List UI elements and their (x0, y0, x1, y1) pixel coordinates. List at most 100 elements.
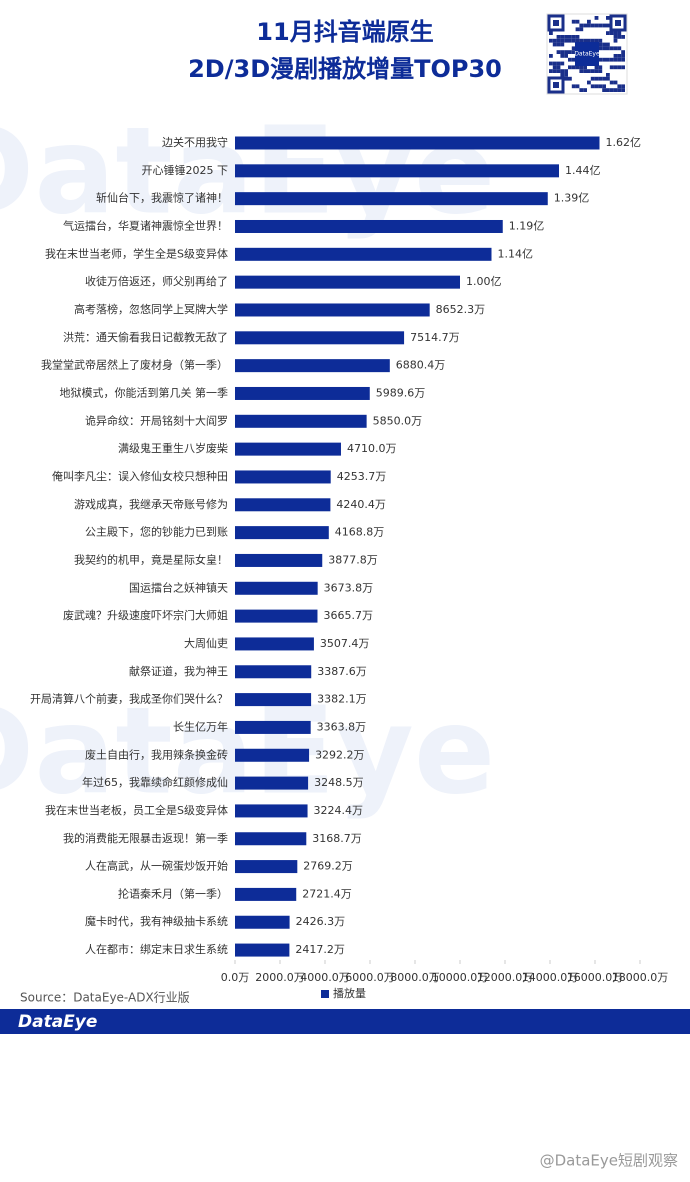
qr-cell (621, 65, 625, 70)
qr-cell (564, 50, 568, 54)
data-label: 5989.6万 (376, 386, 426, 399)
qr-cell (613, 54, 618, 58)
x-tick-label: 12000.0万 (477, 971, 534, 984)
qr-cell (602, 76, 606, 81)
qr-cell (590, 69, 595, 73)
qr-cell (613, 35, 618, 39)
qr-cell (598, 23, 603, 28)
qr-finder (553, 82, 559, 88)
data-label: 6880.4万 (396, 359, 446, 372)
qr-cell (613, 46, 618, 51)
y-tick-label: 诡异命纹：开局铭刻十大阎罗 (85, 413, 228, 427)
qr-cell (556, 38, 561, 43)
qr-cell (560, 73, 565, 77)
qr-label: DataEye (574, 51, 600, 58)
qr-cell (598, 46, 603, 51)
data-label: 1.00亿 (466, 275, 502, 288)
qr-cell (556, 61, 561, 66)
qr-cell (560, 54, 565, 58)
y-tick-label: 我在末世当老师，学生全是S级变异体 (45, 246, 228, 260)
brand-band (0, 1009, 690, 1034)
data-label: 7514.7万 (410, 331, 460, 344)
qr-cell (617, 84, 622, 89)
y-tick-label: 斩仙台下，我震惊了诸神！ (96, 191, 228, 205)
x-tick-label: 18000.0万 (612, 971, 669, 984)
x-tick-label: 16000.0万 (567, 971, 624, 984)
qr-cell (564, 35, 568, 39)
y-tick-label: 开局清算八个前妻，我成圣你们哭什么？ (30, 692, 228, 706)
bar (235, 776, 309, 790)
qr-cell (606, 42, 610, 47)
qr-cell (621, 57, 625, 62)
bar (235, 887, 297, 901)
qr-cell (617, 57, 622, 62)
qr-cell (590, 76, 595, 81)
qr-cell (564, 54, 568, 58)
y-tick-label: 洪荒：通天偷看我日记截教无敌了 (63, 330, 228, 344)
qr-cell (594, 23, 599, 28)
qr-cell (590, 84, 595, 89)
qr-cell (606, 57, 610, 62)
bar (235, 442, 341, 456)
bar (235, 470, 331, 484)
qr-cell (617, 35, 622, 39)
data-label: 8652.3万 (436, 303, 486, 316)
data-label: 1.39亿 (554, 192, 590, 205)
x-tick-label: 2000.0万 (255, 971, 305, 984)
qr-cell (583, 38, 587, 43)
qr-cell (556, 42, 561, 47)
qr-cell (556, 50, 561, 54)
data-label: 3673.8万 (324, 581, 374, 594)
qr-cell (583, 23, 587, 28)
bar (235, 832, 307, 846)
qr-cell (602, 84, 606, 89)
chart-title: 2D/3D漫剧播放增量TOP30 (188, 55, 502, 83)
qr-cell (575, 35, 580, 39)
qr-cell (587, 23, 591, 28)
brand: DataEye (18, 1012, 97, 1032)
y-tick-label: 废武魂？升级速度吓坏宗门大师姐 (63, 608, 228, 622)
qr-cell (568, 57, 572, 62)
qr-cell (560, 35, 565, 39)
qr-cell (613, 31, 618, 35)
qr-cell (598, 42, 603, 47)
qr-cell (598, 69, 603, 73)
qr-cell (609, 57, 614, 62)
qr-cell (571, 84, 576, 89)
qr-cell (594, 38, 599, 43)
qr-cell (587, 38, 591, 43)
qr-cell (602, 23, 606, 28)
qr-cell (598, 57, 603, 62)
qr-cell (549, 61, 553, 66)
y-tick-label: 抡语秦禾月（第一季） (118, 886, 228, 900)
qr-cell (571, 57, 576, 62)
qr-cell (602, 46, 606, 51)
bar (235, 915, 290, 929)
y-tick-label: 气运擂台，华夏诸神震惊全世界！ (63, 218, 228, 232)
qr-cell (564, 76, 568, 81)
qr-cell (571, 38, 576, 43)
bar (235, 665, 312, 679)
qr-cell (587, 19, 591, 24)
qr-cell (606, 46, 610, 51)
qr-cell (560, 38, 565, 43)
qr-cell (613, 88, 618, 92)
qr-cell (583, 65, 587, 70)
qr-cell (549, 31, 553, 35)
qr-cell (549, 69, 553, 73)
bar (235, 331, 405, 345)
bar (235, 247, 492, 261)
bar (235, 943, 290, 957)
y-tick-label: 人在高武，从一碗蛋炒饭开始 (85, 859, 228, 873)
bar (235, 804, 308, 818)
x-tick-label: 6000.0万 (345, 971, 395, 984)
qr-cell (602, 57, 606, 62)
y-tick-label: 收徒万倍返还，师父别再给了 (85, 274, 228, 288)
bar (235, 609, 318, 623)
qr-cell (617, 65, 622, 70)
qr-cell (564, 69, 568, 73)
qr-cell (571, 46, 576, 51)
data-label: 3877.8万 (328, 553, 378, 566)
data-label: 3363.8万 (317, 720, 367, 733)
legend-swatch (321, 990, 329, 998)
